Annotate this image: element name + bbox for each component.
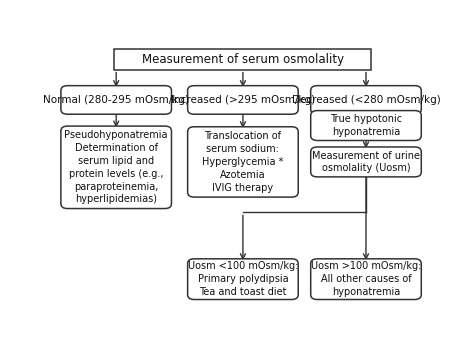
FancyBboxPatch shape <box>188 259 298 300</box>
Text: Decreased (<280 mOsm/kg): Decreased (<280 mOsm/kg) <box>292 95 440 105</box>
FancyBboxPatch shape <box>188 86 298 114</box>
Text: Normal (280-295 mOsm/kg): Normal (280-295 mOsm/kg) <box>43 95 189 105</box>
Text: Increased (>295 mOsm/kg): Increased (>295 mOsm/kg) <box>171 95 315 105</box>
Text: Uosm <100 mOsm/kg:
Primary polydipsia
Tea and toast diet: Uosm <100 mOsm/kg: Primary polydipsia Te… <box>188 261 298 297</box>
FancyBboxPatch shape <box>188 127 298 197</box>
FancyBboxPatch shape <box>310 86 421 114</box>
FancyBboxPatch shape <box>61 126 172 209</box>
FancyBboxPatch shape <box>310 147 421 177</box>
FancyBboxPatch shape <box>61 86 172 114</box>
Text: Measurement of serum osmolality: Measurement of serum osmolality <box>142 53 344 66</box>
Text: Uosm >100 mOsm/kg:
All other causes of
hyponatremia: Uosm >100 mOsm/kg: All other causes of h… <box>311 261 421 297</box>
Text: Measurement of urine
osmolality (Uosm): Measurement of urine osmolality (Uosm) <box>312 150 420 173</box>
Text: Pseudohyponatremia
Determination of
serum lipid and
protein levels (e.g.,
parapr: Pseudohyponatremia Determination of seru… <box>64 130 168 204</box>
Text: True hypotonic
hyponatremia: True hypotonic hyponatremia <box>330 114 402 137</box>
FancyBboxPatch shape <box>114 49 372 70</box>
FancyBboxPatch shape <box>310 259 421 300</box>
Text: Translocation of
serum sodium:
Hyperglycemia *
Azotemia
IVIG therapy: Translocation of serum sodium: Hyperglyc… <box>202 131 283 192</box>
FancyBboxPatch shape <box>310 111 421 140</box>
